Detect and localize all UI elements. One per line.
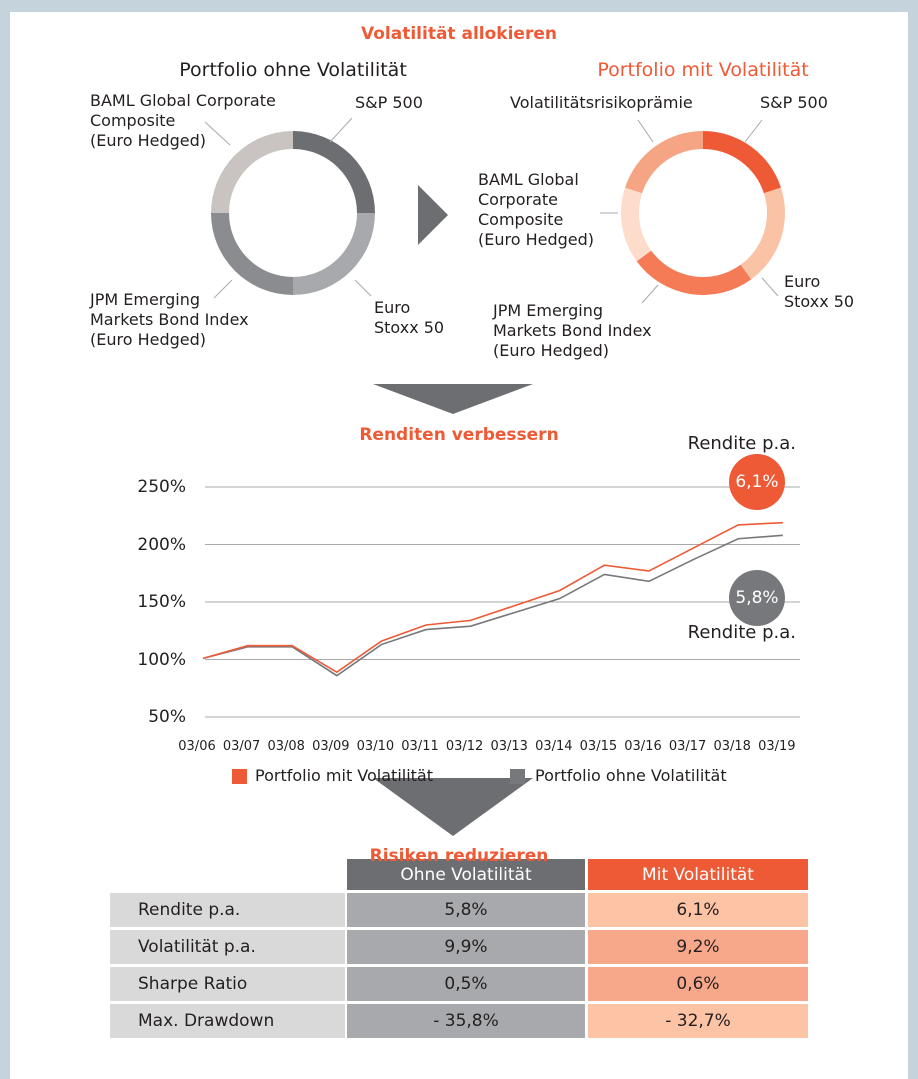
badge-caption: Rendite p.a. [687,622,796,643]
arrow-down [373,384,533,414]
y-tick-label: 50% [148,707,186,727]
x-tick-label: 03/14 [535,739,573,754]
y-tick-label: 100% [137,649,186,670]
leader-line [329,117,353,143]
table-cell [588,967,808,1001]
table-value: - 35,8% [433,1011,499,1031]
table-header-cell [588,859,808,890]
donut-title: Portfolio mit Volatilität [597,59,809,81]
legend-swatch [510,769,525,784]
segment-label: S&P 500 [760,93,828,112]
segment-label: BAML Global Corporate Composite (Euro He… [478,170,595,249]
table-header: Ohne Volatilität [400,864,532,885]
leader-line [641,284,659,304]
segment-label: Volatilitätsrisikoprämie [510,93,693,112]
x-tick-label: 03/19 [758,739,796,754]
donut-segment [703,131,781,194]
arrow-down [373,778,533,836]
x-tick-label: 03/06 [178,739,216,754]
legend-label: Portfolio ohne Volatilität [535,766,727,785]
x-tick-label: 03/07 [222,739,261,754]
section-heading: Volatilität allokieren [361,24,557,44]
leader-line [637,119,654,143]
x-tick-label: 03/08 [267,739,305,754]
table-cell [588,1004,808,1038]
y-tick-label: 250% [137,477,186,497]
leader-line [761,277,779,297]
table-value: 9,9% [444,937,488,957]
legend-swatch [232,769,247,784]
x-tick-label: 03/13 [490,739,528,754]
table-cell [347,930,585,964]
x-tick-label: 03/11 [401,739,439,754]
badge-label: 6,1% [735,472,779,492]
x-tick-label: 03/09 [312,739,350,754]
leader-line [354,279,372,297]
return-badge [729,454,785,510]
table-cell [110,1004,345,1038]
segment-label: S&P 500 [355,93,423,112]
x-tick-label: 03/17 [668,739,707,754]
table-value: 9,2% [676,937,720,957]
arrow-right [418,185,448,245]
table-header-cell [347,859,585,890]
table-cell [588,893,808,927]
segment-label: BAML Global Corporate Composite (Euro He… [90,91,276,150]
y-tick-label: 200% [137,534,186,555]
leader-line [204,121,231,146]
segment-label: JPM Emerging Markets Bond Index (Euro He… [493,301,652,360]
line-series [202,521,783,674]
leader-line [213,279,233,299]
table-cell [110,893,345,927]
line-series [202,534,783,677]
x-tick-label: 03/18 [713,739,751,754]
x-tick-label: 03/16 [624,739,662,754]
section-heading: Renditen verbessern [359,425,559,445]
donut-segment [293,131,375,213]
donut-segment [625,131,703,194]
table-cell [110,967,345,1001]
segment-label: JPM Emerging Markets Bond Index (Euro He… [90,290,249,349]
row-label: Max. Drawdown [138,1011,275,1031]
table-header: Mit Volatilität [642,864,754,885]
table-value: 0,6% [676,974,720,994]
table-cell [347,1004,585,1038]
donut-segment [740,187,785,280]
table-cell [347,893,585,927]
row-label: Volatilität p.a. [138,937,256,957]
donut-segment [620,187,652,262]
legend-label: Portfolio mit Volatilität [255,766,433,785]
donut-segment [636,250,752,295]
segment-label: Euro Stoxx 50 [784,272,855,311]
section-heading: Risiken reduzieren [369,846,549,866]
badge-label: 5,8% [735,588,779,608]
return-badge [729,570,785,626]
row-label: Sharpe Ratio [138,974,248,994]
donut-segment [293,213,375,295]
row-label: Rendite p.a. [138,900,241,920]
x-tick-label: 03/15 [579,739,618,754]
y-tick-label: 150% [137,592,186,612]
leader-line [744,119,763,143]
table-value: 5,8% [444,900,488,920]
donut-segment [211,213,293,295]
table-cell [347,967,585,1001]
badge-caption: Rendite p.a. [687,433,796,454]
x-tick-label: 03/10 [356,739,395,754]
table-cell [588,930,808,964]
donut-segment [211,131,293,213]
segment-label: Euro Stoxx 50 [374,298,445,337]
table-value: 6,1% [676,900,720,920]
table-cell [110,930,345,964]
table-value: 0,5% [444,974,488,994]
donut-title: Portfolio ohne Volatilität [179,59,407,81]
x-tick-label: 03/12 [445,739,484,754]
table-value: - 32,7% [665,1011,731,1031]
